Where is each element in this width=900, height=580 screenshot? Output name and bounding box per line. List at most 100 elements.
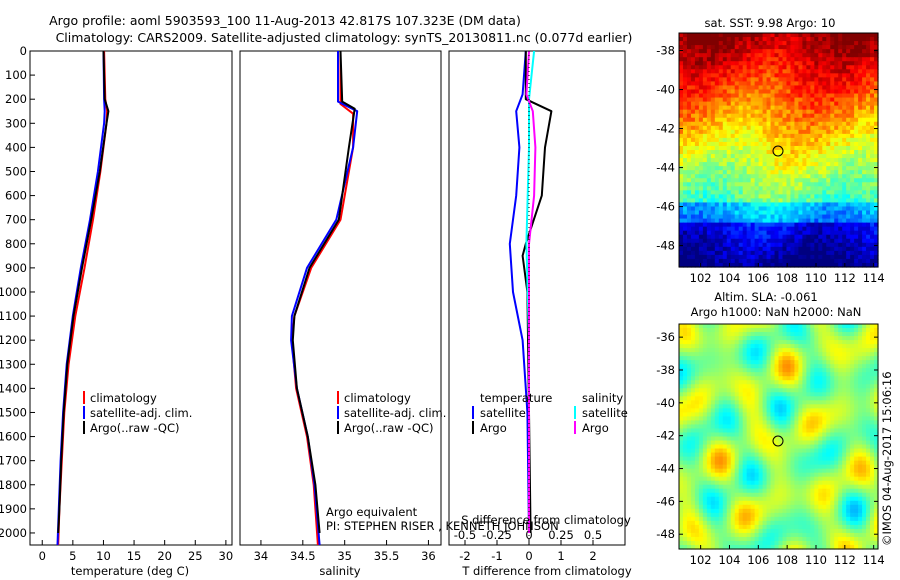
heatmap-cell: [758, 214, 764, 220]
heatmap-cell: [694, 141, 700, 147]
heatmap-cell: [834, 408, 839, 413]
heatmap-cell: [794, 202, 799, 208]
heatmap-cell: [818, 190, 823, 195]
heatmap-cell: [786, 396, 792, 401]
heatmap-cell: [850, 440, 855, 446]
heatmap-cell: [858, 428, 863, 434]
heatmap-cell: [802, 226, 807, 232]
heatmap-cell: [834, 376, 839, 381]
heatmap-cell: [722, 89, 728, 95]
heatmap-cell: [830, 222, 835, 228]
heatmap-cell: [798, 65, 803, 70]
heatmap-cell: [854, 246, 859, 252]
heatmap-cell: [730, 412, 736, 418]
heatmap-cell: [766, 113, 772, 119]
heatmap-cell: [758, 170, 764, 175]
heatmap-cell: [858, 460, 863, 466]
heatmap-cell: [750, 472, 756, 478]
heatmap-cell: [830, 77, 835, 83]
heatmap-cell: [750, 145, 756, 151]
heatmap-cell: [770, 436, 776, 442]
heatmap-cell: [798, 141, 803, 147]
heatmap-cell: [838, 392, 843, 397]
heatmap-cell: [830, 129, 835, 135]
temperature-legend: climatology satellite-adj. clim. Argo(..…: [83, 391, 192, 435]
heatmap-cell: [730, 388, 736, 393]
heatmap-cell: [686, 190, 692, 195]
heatmap-cell: [718, 190, 724, 195]
heatmap-cell: [802, 368, 807, 373]
heatmap-cell: [714, 464, 720, 470]
heatmap-cell: [778, 81, 784, 87]
heatmap-cell: [802, 222, 807, 228]
heatmap-cell: [758, 468, 764, 474]
temperature-xlabel: temperature (deg C): [71, 564, 189, 578]
heatmap-cell: [730, 348, 736, 353]
heatmap-cell: [838, 129, 843, 135]
heatmap-cell: [830, 440, 835, 446]
heatmap-cell: [794, 206, 799, 212]
heatmap-cell: [686, 444, 692, 450]
heatmap-cell: [750, 400, 756, 405]
heatmap-cell: [846, 121, 851, 127]
heatmap-cell: [798, 468, 803, 474]
heatmap-cell: [814, 262, 819, 268]
heatmap-cell: [710, 61, 716, 66]
heatmap-cell: [806, 360, 811, 365]
heatmap-cell: [766, 202, 772, 208]
heatmap-cell: [786, 109, 792, 115]
heatmap-cell: [838, 368, 843, 373]
heatmap-cell: [706, 190, 712, 195]
heatmap-cell: [682, 37, 688, 42]
heatmap-cell: [802, 101, 807, 107]
heatmap-cell: [818, 61, 823, 66]
heatmap-cell: [690, 340, 696, 345]
heatmap-cell: [834, 97, 839, 103]
heatmap-cell: [679, 174, 684, 179]
heatmap-cell: [842, 105, 847, 111]
heatmap-cell: [770, 186, 776, 191]
heatmap-cell: [742, 194, 748, 200]
heatmap-cell: [858, 33, 863, 38]
heatmap-cell: [786, 97, 792, 103]
heatmap-cell: [778, 65, 784, 70]
heatmap-cell: [806, 440, 811, 446]
heatmap-cell: [854, 194, 859, 200]
heatmap-cell: [826, 190, 831, 195]
heatmap-cell: [826, 186, 831, 191]
heatmap-cell: [874, 336, 879, 341]
heatmap-cell: [806, 37, 811, 42]
heatmap-cell: [826, 174, 831, 179]
heatmap-cell: [698, 332, 704, 337]
heatmap-cell: [738, 472, 744, 478]
heatmap-cell: [686, 33, 692, 38]
heatmap-cell: [778, 412, 784, 418]
heatmap-cell: [794, 222, 799, 228]
heatmap-cell: [774, 230, 780, 236]
heatmap-cell: [806, 388, 811, 393]
heatmap-cell: [698, 210, 704, 216]
heatmap-cell: [834, 206, 839, 212]
heatmap-cell: [722, 117, 728, 123]
heatmap-cell: [702, 456, 708, 462]
heatmap-cell: [774, 420, 780, 426]
heatmap-cell: [702, 89, 708, 95]
heatmap-cell: [814, 250, 819, 256]
heatmap-cell: [866, 352, 871, 357]
heatmap-cell: [730, 254, 736, 260]
difference-xlabel: T difference from climatology: [461, 564, 632, 578]
heatmap-cell: [682, 93, 688, 99]
heatmap-cell: [778, 186, 784, 191]
heatmap-cell: [822, 141, 827, 147]
heatmap-cell: [798, 154, 803, 159]
heatmap-cell: [754, 194, 760, 200]
heatmap-cell: [850, 69, 855, 74]
heatmap-cell: [810, 129, 815, 135]
heatmap-cell: [850, 218, 855, 224]
heatmap-cell: [814, 174, 819, 179]
heatmap-cell: [698, 53, 704, 58]
heatmap-cell: [679, 57, 684, 62]
heatmap-cell: [818, 384, 823, 389]
heatmap-cell: [698, 452, 704, 458]
heatmap-cell: [846, 61, 851, 66]
